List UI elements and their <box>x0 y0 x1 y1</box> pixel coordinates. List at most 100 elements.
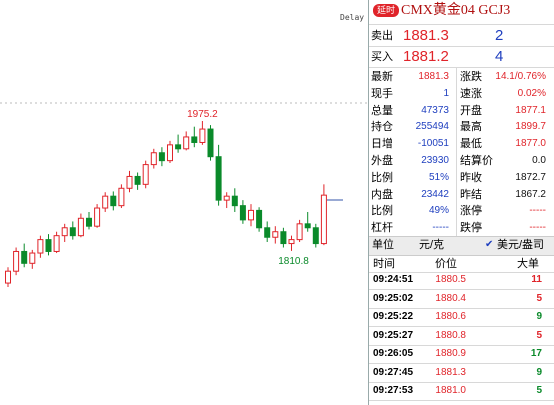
candle-body <box>207 128 214 158</box>
delay-badge: 延时 <box>373 4 400 17</box>
trade-volume: 11 <box>531 274 542 285</box>
unit-cny[interactable]: 元/克 <box>419 239 445 251</box>
candle-body <box>5 270 11 284</box>
stat-label: 涨停 <box>460 205 482 218</box>
candle-body <box>45 239 52 252</box>
stat-label: 开盘 <box>460 104 482 117</box>
stat-label: 内盘 <box>371 188 393 201</box>
trade-time: 09:26:05 <box>373 348 414 359</box>
stat-label: 结算价 <box>460 155 493 167</box>
trade-price: 1880.6 <box>435 311 466 322</box>
candle-body <box>312 227 319 245</box>
trade-header: 时间 <box>373 258 395 270</box>
candle-body <box>158 152 165 162</box>
stat-label: 现手 <box>371 87 393 100</box>
candle-body <box>21 250 28 264</box>
candle-body <box>53 235 60 252</box>
quote-price: 1881.3 <box>403 27 449 44</box>
candle-body <box>29 252 36 264</box>
quote-qty: 2 <box>495 27 504 44</box>
candle-body <box>134 175 141 185</box>
candle-body <box>264 227 271 238</box>
candle-body <box>183 136 190 150</box>
candle-body <box>304 223 311 229</box>
trade-price: 1881.3 <box>435 366 466 378</box>
quote-panel: 延时 CMX黄金04 GCJ3 卖出 1881.3 2 买入 1881.2 4 最新 1881… <box>368 0 554 405</box>
stat-value: 1877.0 <box>515 138 546 150</box>
stat-value: 1867.2 <box>515 188 546 200</box>
candle-body <box>37 239 44 254</box>
stat-value: ----- <box>529 222 546 234</box>
candle-body <box>69 227 76 237</box>
candle-body <box>320 194 327 245</box>
candle-body <box>175 144 182 150</box>
candle-body <box>142 164 149 185</box>
stat-value: 49% <box>428 205 449 217</box>
stat-value: 51% <box>428 171 449 183</box>
candle-body <box>223 195 230 201</box>
stat-label: 杠杆 <box>371 222 393 235</box>
trade-volume: 17 <box>530 348 542 359</box>
stat-value: 255494 <box>415 121 449 133</box>
stat-label: 跌停 <box>460 222 482 235</box>
trade-price: 1880.8 <box>435 329 466 341</box>
trade-price: 1880.9 <box>435 348 466 359</box>
quote-label: 卖出 <box>371 30 393 42</box>
candle-body <box>239 205 246 221</box>
stat-value: 23442 <box>421 188 449 200</box>
candle-body <box>280 231 287 245</box>
unit-usd[interactable]: 美元/盎司 <box>497 239 545 251</box>
stat-value: 23930 <box>421 155 449 166</box>
trade-volume: 9 <box>536 311 542 322</box>
stat-label: 总量 <box>371 104 393 117</box>
stat-value: 1872.7 <box>515 171 546 183</box>
candle-body <box>296 223 303 241</box>
stat-label: 昨结 <box>460 188 482 201</box>
candle-body <box>126 175 133 189</box>
stat-value: 0.02% <box>517 87 546 99</box>
candle-body <box>13 250 20 272</box>
stat-label: 昨收 <box>460 171 482 184</box>
candle-body <box>110 195 117 207</box>
trade-time: 09:25:02 <box>373 292 414 304</box>
candle-body <box>86 217 92 227</box>
trade-price: 1880.4 <box>435 292 466 304</box>
candle-body <box>248 209 254 221</box>
stat-label: 持仓 <box>371 121 393 134</box>
candle-body <box>199 128 206 143</box>
stat-value: -10051 <box>417 138 449 150</box>
stat-value: 47373 <box>421 104 449 116</box>
instrument-title: CMX黄金04 GCJ3 <box>401 3 511 18</box>
check-icon: ✔ <box>485 239 494 250</box>
stat-label: 涨跌 <box>460 71 482 83</box>
unit-label: 单位 <box>372 239 394 251</box>
trade-volume: 5 <box>536 292 542 304</box>
stat-label: 最新 <box>371 71 393 83</box>
quote-qty: 4 <box>495 48 504 65</box>
trade-header: 价位 <box>435 258 457 270</box>
trade-volume: 9 <box>536 366 542 378</box>
trade-volume: 5 <box>536 329 542 341</box>
annotation: 1975.2 <box>187 109 218 120</box>
delay-label: Delay <box>340 13 364 22</box>
stat-value: 1 <box>443 87 449 99</box>
quote-price: 1881.2 <box>403 48 449 65</box>
candle-body <box>118 187 125 207</box>
candle-body <box>272 231 279 238</box>
stat-value: 1881.3 <box>418 71 449 82</box>
trade-header: 大单 <box>517 258 539 270</box>
candle-body <box>288 239 295 245</box>
stat-value: ----- <box>529 205 546 217</box>
quote-label: 买入 <box>371 51 393 63</box>
stat-label: 比例 <box>371 171 393 184</box>
stat-value: 1877.1 <box>515 104 546 116</box>
trade-time: 09:27:53 <box>373 385 414 396</box>
stat-label: 最高 <box>460 121 482 134</box>
candle-body <box>191 136 198 143</box>
stat-label: 日增 <box>371 138 393 151</box>
trade-time: 09:27:45 <box>373 366 414 378</box>
stat-value: 14.1/0.76% <box>495 71 546 82</box>
stat-label: 比例 <box>371 205 393 218</box>
stat-label: 速涨 <box>460 87 482 100</box>
